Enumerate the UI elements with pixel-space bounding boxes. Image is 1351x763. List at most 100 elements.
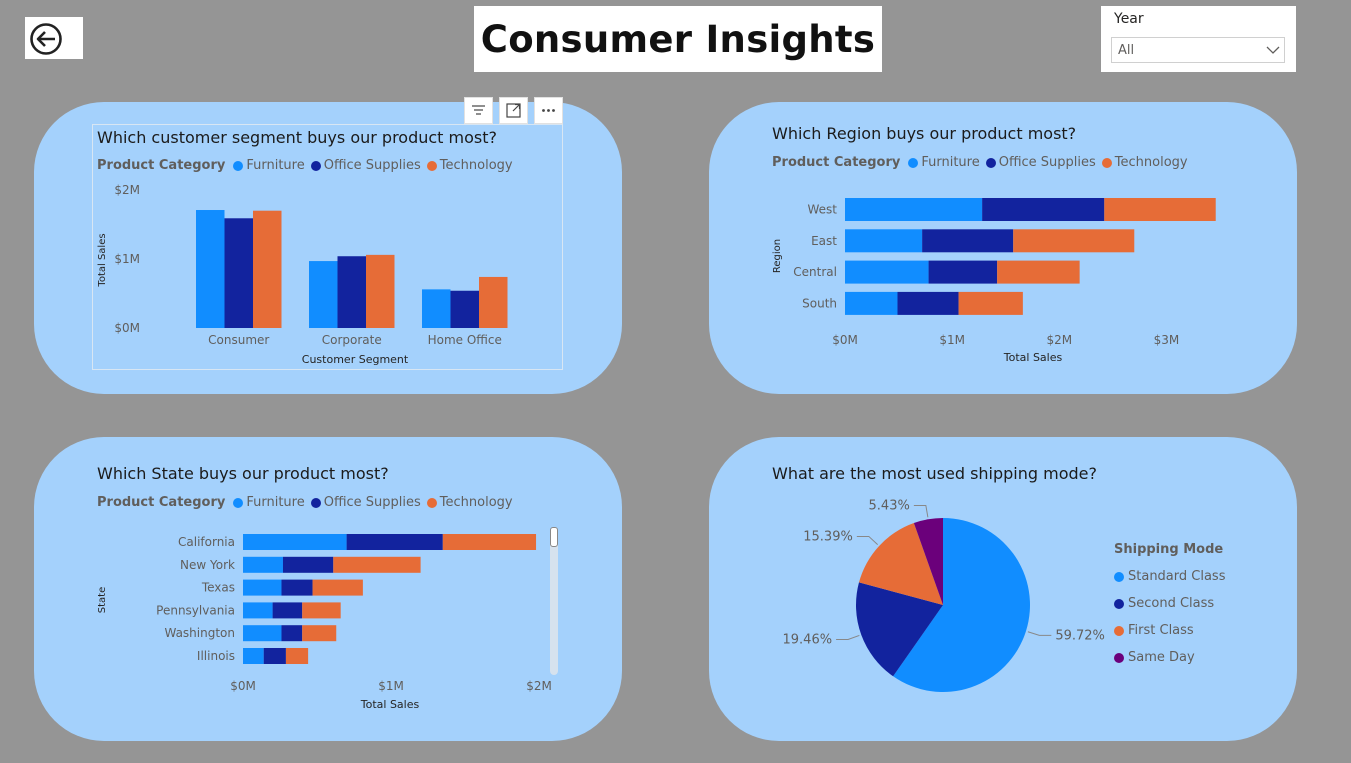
visual-header	[464, 97, 563, 124]
region-legend: Product Category Furniture Office Suppli…	[772, 155, 1188, 170]
x-tick-label: Consumer	[208, 333, 269, 347]
legend-item-office-supplies[interactable]: Office Supplies	[985, 155, 1096, 170]
bar-washington-technology	[302, 625, 337, 642]
legend-label: Office Supplies	[998, 155, 1096, 170]
y-tick-label: California	[178, 535, 235, 549]
legend-label: Technology	[439, 495, 513, 510]
bar-texas-technology	[312, 579, 363, 596]
segment-bar-chart: $0M $1M $2M Consumer Corporate Home Office Cus…	[97, 183, 508, 366]
legend-title: Product Category	[772, 155, 901, 170]
shipping-pie-chart: 59.72% 19.46% 15.39% 5.43%	[783, 498, 1105, 692]
bar-california-furniture	[243, 534, 347, 550]
bar-illinois-technology	[285, 648, 309, 664]
legend-label: Furniture	[246, 158, 305, 173]
bar-west-technology	[1104, 198, 1216, 221]
bar-new-york-office-supplies	[282, 556, 334, 573]
page-title-card: Consumer Insights	[474, 6, 882, 72]
bar-east-technology	[1013, 229, 1135, 253]
legend-dot-icon	[1114, 652, 1124, 663]
year-slicer-label: Year	[1114, 11, 1144, 27]
legend-dot-icon	[310, 160, 321, 171]
bar-corporate-office-supplies	[337, 256, 366, 328]
more-options-button[interactable]	[534, 97, 563, 124]
x-axis-title: Total Sales	[360, 698, 420, 711]
legend-label: Standard Class	[1128, 569, 1226, 584]
filter-button[interactable]	[464, 97, 493, 124]
year-dropdown-value: All	[1118, 43, 1135, 58]
y-tick-label: New York	[180, 558, 235, 572]
legend-dot-icon	[1114, 625, 1124, 636]
legend-dot-icon	[985, 157, 996, 168]
bar-home-office-technology	[479, 276, 508, 328]
legend-label: Technology	[1114, 155, 1188, 170]
legend-dot-icon	[233, 160, 244, 171]
pie-data-label: 15.39%	[803, 529, 853, 544]
legend-label: Office Supplies	[323, 495, 421, 510]
legend-item-technology[interactable]: Technology	[1101, 155, 1188, 170]
segment-panel	[34, 102, 622, 394]
year-dropdown[interactable]: All	[1111, 37, 1285, 63]
legend-dot-icon	[310, 497, 321, 508]
legend-label: Furniture	[921, 155, 980, 170]
page-title: Consumer Insights	[480, 17, 876, 61]
x-tick-label: $2M	[526, 679, 552, 693]
y-tick-label: Central	[793, 265, 837, 279]
legend-dot-icon	[1101, 157, 1112, 168]
legend-item-furniture[interactable]: Furniture	[233, 158, 305, 173]
bar-illinois-office-supplies	[263, 648, 286, 664]
legend-label: Second Class	[1128, 596, 1215, 611]
legend-item-office-supplies[interactable]: Office Supplies	[310, 158, 421, 173]
bar-south-furniture	[845, 291, 898, 315]
arrow-left-circle-icon	[30, 23, 62, 55]
legend-item-office-supplies[interactable]: Office Supplies	[310, 495, 421, 510]
back-button[interactable]	[25, 17, 83, 59]
bar-consumer-technology	[253, 210, 282, 328]
state-legend: Product Category Furniture Office Suppli…	[97, 495, 513, 510]
y-tick-label: South	[802, 296, 837, 310]
state-chart-scrollbar-track[interactable]	[550, 527, 558, 675]
bar-west-office-supplies	[982, 198, 1105, 221]
y-tick-label: $0M	[114, 321, 140, 335]
legend-label: Office Supplies	[323, 158, 421, 173]
bar-consumer-office-supplies	[224, 218, 253, 328]
legend-item-technology[interactable]: Technology	[426, 495, 513, 510]
legend-item-furniture[interactable]: Furniture	[908, 155, 980, 170]
y-tick-label: Texas	[201, 581, 235, 595]
bar-south-technology	[958, 291, 1023, 315]
focus-mode-button[interactable]	[499, 97, 528, 124]
pie-slice-first-class	[858, 523, 943, 605]
bar-south-office-supplies	[897, 291, 959, 315]
shipping-legend: Shipping Mode Standard Class Second Clas…	[1114, 542, 1225, 671]
bar-texas-office-supplies	[281, 579, 313, 596]
state-chart-scrollbar-thumb[interactable]	[550, 527, 558, 547]
x-tick-label: $2M	[1046, 333, 1072, 347]
filter-icon	[472, 105, 485, 115]
y-axis-title: State	[97, 587, 108, 613]
bar-central-technology	[997, 260, 1080, 284]
y-tick-label: Washington	[164, 626, 235, 640]
legend-item-furniture[interactable]: Furniture	[233, 495, 305, 510]
legend-dot-icon	[1114, 571, 1124, 582]
x-tick-label: $1M	[939, 333, 965, 347]
more-options-icon	[542, 109, 555, 112]
bar-home-office-office-supplies	[450, 290, 479, 328]
bar-washington-furniture	[243, 625, 282, 642]
legend-dot-icon	[426, 160, 437, 171]
x-axis-title: Total Sales	[1003, 351, 1063, 364]
y-tick-label: Illinois	[197, 649, 235, 663]
legend-item-second-class[interactable]: Second Class	[1114, 590, 1225, 617]
pie-data-label: 59.72%	[1055, 628, 1105, 643]
legend-item-first-class[interactable]: First Class	[1114, 617, 1225, 644]
legend-item-same-day[interactable]: Same Day	[1114, 644, 1225, 671]
year-slicer: Year All	[1101, 6, 1296, 72]
y-tick-label: West	[807, 203, 837, 217]
legend-label: Technology	[439, 158, 513, 173]
legend-item-standard-class[interactable]: Standard Class	[1114, 563, 1225, 590]
legend-title: Shipping Mode	[1114, 542, 1224, 557]
pie-leader-line	[836, 634, 860, 641]
x-tick-label: $3M	[1154, 333, 1180, 347]
pie-slice-second-class	[856, 582, 943, 677]
pie-slice-same-day	[913, 518, 943, 605]
y-axis-title: Region	[772, 239, 783, 273]
legend-item-technology[interactable]: Technology	[426, 158, 513, 173]
